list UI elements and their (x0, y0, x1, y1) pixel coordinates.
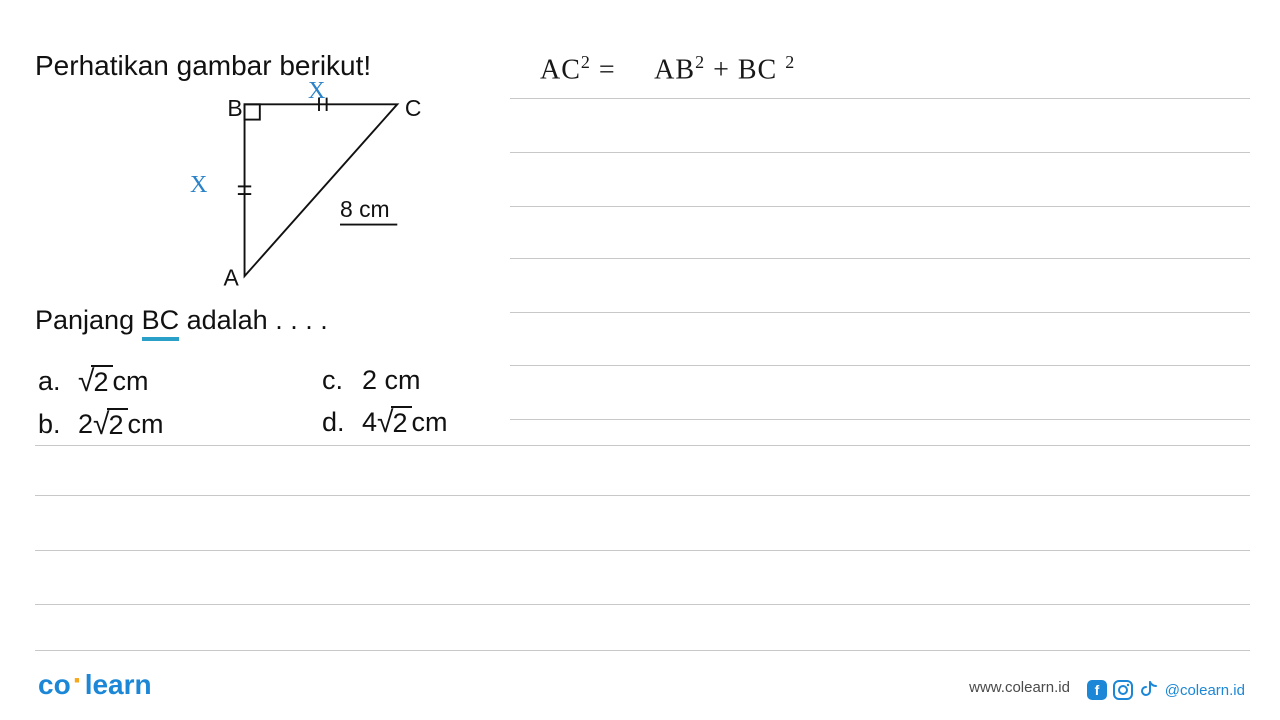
question-suffix: adalah . . . . (179, 305, 328, 335)
ruled-line (35, 550, 1250, 551)
ruled-line (35, 604, 1250, 605)
surd-icon: √ (78, 367, 94, 397)
option-d-label: d. (322, 407, 362, 438)
handwritten-equation: AC2 = AB2 + BC 2 (540, 52, 795, 86)
annot-x-left: X (190, 172, 207, 199)
surd-icon: √ (93, 410, 109, 440)
ruled-line (510, 152, 1250, 153)
logo-co: co (38, 669, 71, 700)
option-a: a. √2 cm (38, 365, 164, 398)
footer-url: www.colearn.id (969, 679, 1070, 696)
option-b-coef: 2 (78, 409, 93, 440)
ruled-line (510, 206, 1250, 207)
option-a-unit: cm (113, 366, 149, 397)
facebook-icon: f (1087, 680, 1107, 700)
ruled-line (510, 258, 1250, 259)
socials: f @colearn.id (1087, 680, 1245, 700)
footer: co·learn www.colearn.id f @colearn.id (0, 662, 1280, 702)
ruled-line (35, 495, 1250, 496)
option-d-unit: cm (412, 407, 448, 438)
title-text: Perhatikan gambar berikut! (35, 50, 515, 82)
option-a-label: a. (38, 366, 78, 397)
vertex-c-label: C (405, 95, 422, 121)
vertex-b-label: B (227, 95, 242, 121)
ruled-line (510, 312, 1250, 313)
logo: co·learn (38, 668, 152, 702)
option-c-label: c. (322, 365, 362, 396)
logo-learn: learn (85, 669, 152, 700)
triangle-diagram: B C A 8 cm (220, 90, 460, 300)
option-b-label: b. (38, 409, 78, 440)
option-d: d. 4 √2 cm (322, 406, 448, 439)
options-col-1: a. √2 cm b. 2 √2 cm (38, 355, 164, 451)
problem-block: Perhatikan gambar berikut! (35, 50, 515, 82)
option-b-value: √2 (93, 408, 128, 441)
option-a-value: √2 (78, 365, 113, 398)
question-prefix: Panjang (35, 305, 142, 335)
option-b: b. 2 √2 cm (38, 408, 164, 441)
page: Perhatikan gambar berikut! X X B C A 8 c… (0, 0, 1280, 720)
tiktok-icon (1139, 680, 1159, 700)
option-c: c. 2 cm (322, 365, 448, 396)
option-d-value: √2 (377, 406, 412, 439)
social-handle: @colearn.id (1165, 682, 1245, 699)
option-c-value: 2 cm (362, 365, 421, 396)
instagram-icon (1113, 680, 1133, 700)
logo-dot-icon: · (71, 664, 85, 697)
ruled-line (510, 365, 1250, 366)
ruled-line (35, 445, 1250, 446)
option-b-unit: cm (128, 409, 164, 440)
option-d-coef: 4 (362, 407, 377, 438)
vertex-a-label: A (224, 265, 240, 291)
svg-text:f: f (1094, 682, 1099, 698)
surd-icon: √ (377, 408, 393, 438)
ruled-line (510, 98, 1250, 99)
question-line: Panjang BC adalah . . . . (35, 305, 328, 341)
ruled-line (510, 419, 1250, 420)
hypotenuse-label: 8 cm (340, 196, 390, 222)
options-col-2: c. 2 cm d. 4 √2 cm (322, 355, 448, 449)
triangle-shape (245, 104, 398, 276)
right-angle-icon (245, 104, 260, 119)
ruled-line (35, 650, 1250, 651)
question-target: BC (142, 305, 180, 341)
